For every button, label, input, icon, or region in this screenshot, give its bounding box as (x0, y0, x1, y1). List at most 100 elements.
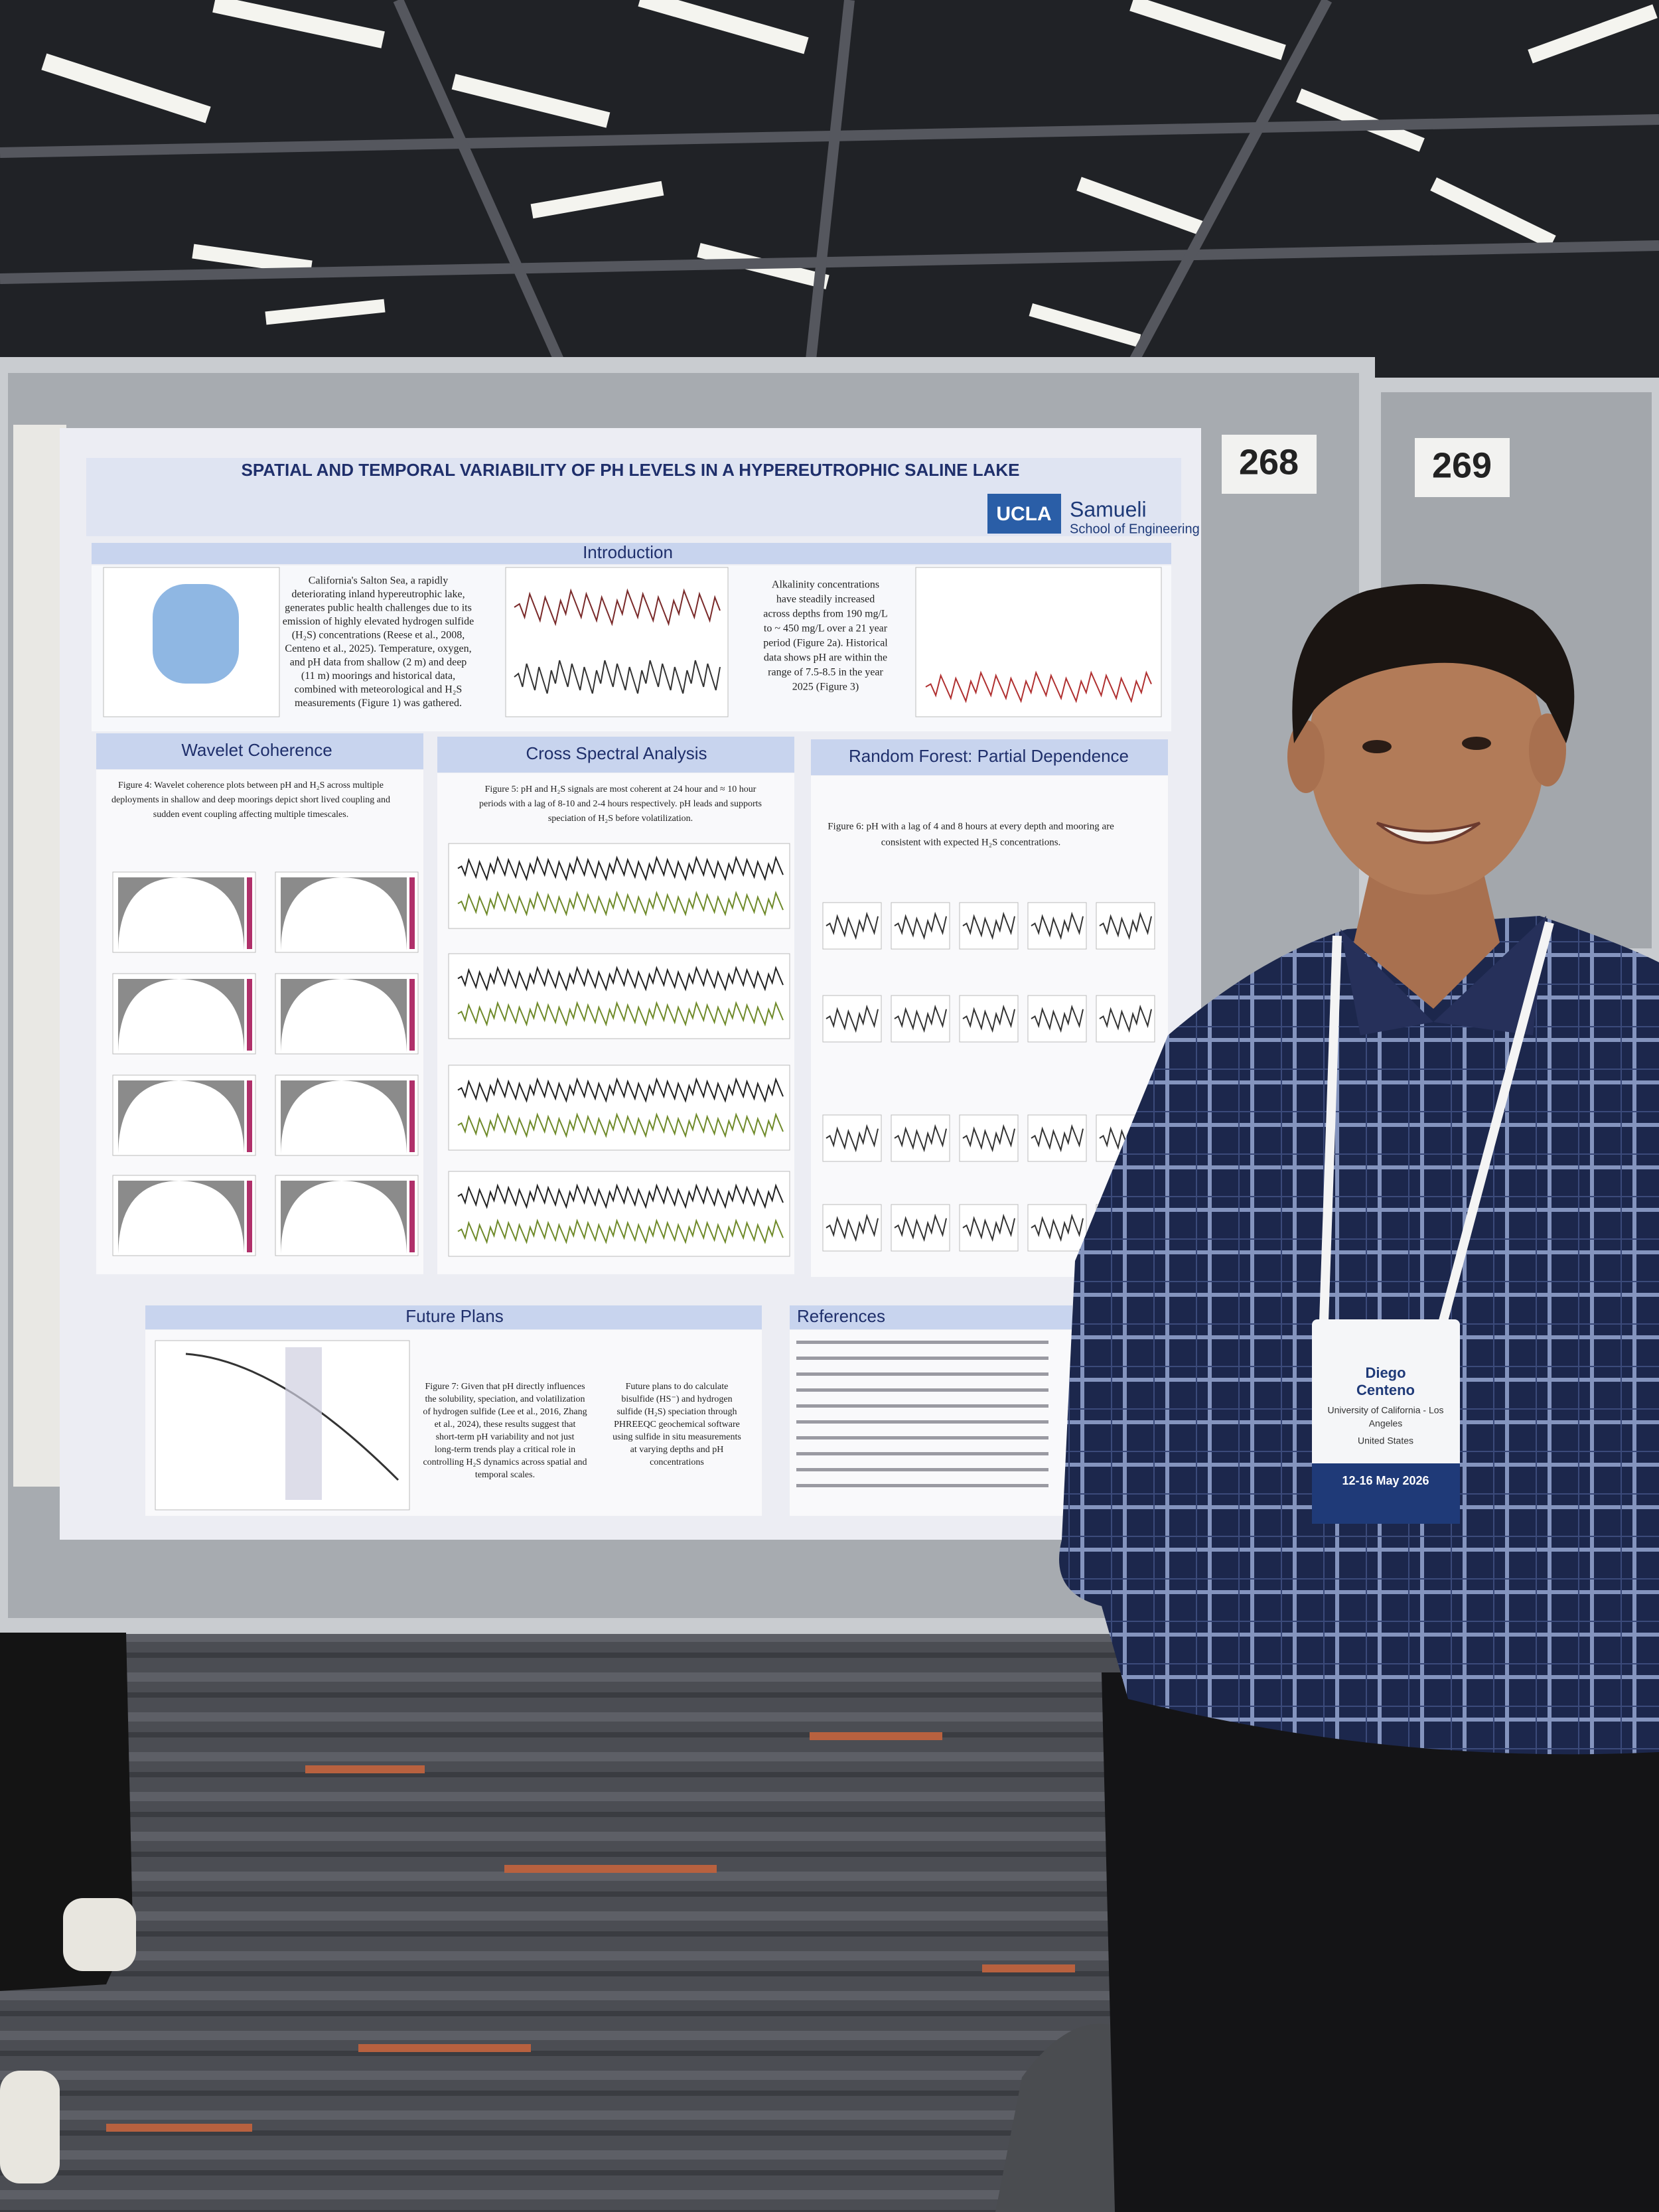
paragraph-line: concentrations (650, 1457, 704, 1467)
badge-line: Diego (1365, 1364, 1406, 1381)
pants (1102, 1672, 1659, 2212)
colorbar (409, 1181, 415, 1252)
plot-line (457, 1112, 784, 1138)
paragraph-line: (11 m) moorings and historical data, (301, 670, 455, 682)
paragraph-line: PHREEQC geochemical software (614, 1420, 740, 1430)
ceiling-beams (0, 0, 1659, 374)
paragraph-line: deteriorating inland hypereutrophic lake… (291, 589, 465, 600)
plot-line (1031, 1124, 1084, 1153)
reference-line (796, 1372, 1048, 1376)
badge-line: Angeles (1369, 1418, 1403, 1429)
eye (1362, 740, 1392, 753)
figure-panel (448, 843, 790, 929)
logo-box (987, 494, 1061, 534)
paragraph-line: controlling H₂S dynamics across spatial … (423, 1457, 587, 1467)
paragraph-line: Figure 6: pH with a lag of 4 and 8 hours… (828, 821, 1114, 832)
section-header (145, 1305, 762, 1329)
lanyard (1319, 921, 1554, 1322)
carpet-accents (106, 1732, 1075, 2132)
paragraph-line: Alkalinity concentrations (772, 579, 879, 591)
colorbar (247, 1181, 252, 1252)
paragraph-line: to ~ 450 mg/L over a 21 year (764, 623, 888, 634)
paragraph-line: temporal scales. (475, 1470, 535, 1480)
plot-line (1099, 1004, 1152, 1033)
paragraph-line: consistent with expected H₂S concentrati… (881, 837, 1061, 848)
backpack (995, 2024, 1141, 2212)
plot-line (894, 1004, 947, 1033)
plot-line (1031, 1213, 1084, 1242)
colorbar (409, 1080, 415, 1152)
paragraph-line: data shows pH are within the (764, 652, 887, 664)
plot-line (514, 660, 721, 694)
section-title: Wavelet Coherence (181, 740, 332, 760)
reference-line (796, 1357, 1048, 1360)
cone-of-influence (118, 1181, 244, 1254)
plot-line (962, 1124, 1015, 1153)
board-number: 269 (1432, 445, 1492, 485)
section-header (790, 1305, 1072, 1329)
cone-of-influence (118, 979, 244, 1052)
section-title: Introduction (583, 542, 673, 562)
colorbar (247, 979, 252, 1051)
figure-panel (822, 902, 882, 950)
plot-line (826, 1213, 879, 1242)
badge-strip (1312, 1463, 1460, 1524)
figure-panel (1096, 902, 1155, 950)
paragraph-line: Figure 5: pH and H₂S signals are most co… (485, 784, 757, 794)
paragraph-line: et al., 2024), these results suggest tha… (435, 1420, 576, 1430)
paragraph-line: speciation of H₂S before volatilization. (548, 814, 693, 824)
collar (1340, 916, 1546, 1035)
badge-line: 12-16 May 2026 (1342, 1474, 1429, 1487)
paragraph-line: measurements (Figure 1) was gathered. (295, 698, 462, 709)
paragraph-line: the solubility, speciation, and volatili… (425, 1394, 585, 1404)
left-poster-edge (13, 425, 66, 1487)
paragraph-line: periods with a lag of 8-10 and 2-4 hours… (479, 799, 762, 809)
plot-line (894, 1213, 947, 1242)
face (1309, 605, 1545, 895)
figure-panel (822, 1204, 882, 1252)
paragraph-line: sulfide (H₂S) speciation through (616, 1407, 737, 1417)
plot-line (894, 1124, 947, 1153)
map-lake (153, 584, 239, 684)
figure-panel (1027, 1114, 1087, 1162)
figure-panel (822, 995, 882, 1043)
section-header (96, 733, 423, 769)
section-title: References (797, 1306, 885, 1326)
reference-line (796, 1468, 1048, 1471)
section-title: Cross Spectral Analysis (526, 743, 707, 763)
figure-panel (1027, 1204, 1087, 1252)
hair (1292, 584, 1575, 743)
colorbar (247, 1080, 252, 1152)
figure-panel (959, 1114, 1019, 1162)
figure-panel (959, 1204, 1019, 1252)
section-title: Random Forest: Partial Dependence (849, 746, 1129, 766)
board-number-box (1222, 435, 1317, 494)
section-title: Future Plans (405, 1306, 503, 1326)
paragraph-line: (H₂S) concentrations (Reese et al., 2008… (292, 630, 465, 641)
ph-range (285, 1347, 322, 1500)
plot-line (894, 911, 947, 940)
figure-panel (1027, 902, 1087, 950)
plot-line (457, 1218, 784, 1244)
paragraph-line: of hydrogen sulfide (Lee et al., 2016, Z… (423, 1407, 587, 1417)
shoe (0, 2071, 60, 2183)
poster-title: SPATIAL AND TEMPORAL VARIABILITY OF PH L… (242, 460, 1020, 480)
badge-line: United States (1358, 1436, 1413, 1446)
cone-of-influence (281, 1181, 407, 1254)
paragraph-line: California's Salton Sea, a rapidly (309, 575, 448, 587)
reference-line (796, 1452, 1048, 1455)
figure-panel (891, 995, 950, 1043)
smile (1376, 822, 1481, 844)
badge-line: University of California - Los (1327, 1405, 1443, 1416)
paragraph-line: Future plans to do calculate (626, 1382, 729, 1392)
school: Samueli (1070, 497, 1147, 521)
plot-line (514, 588, 721, 627)
paragraph-line: Centeno et al., 2025). Temperature, oxyg… (285, 643, 471, 654)
figure-panel (448, 1065, 790, 1151)
cone-of-influence (281, 877, 407, 950)
figure-panel (959, 995, 1019, 1043)
